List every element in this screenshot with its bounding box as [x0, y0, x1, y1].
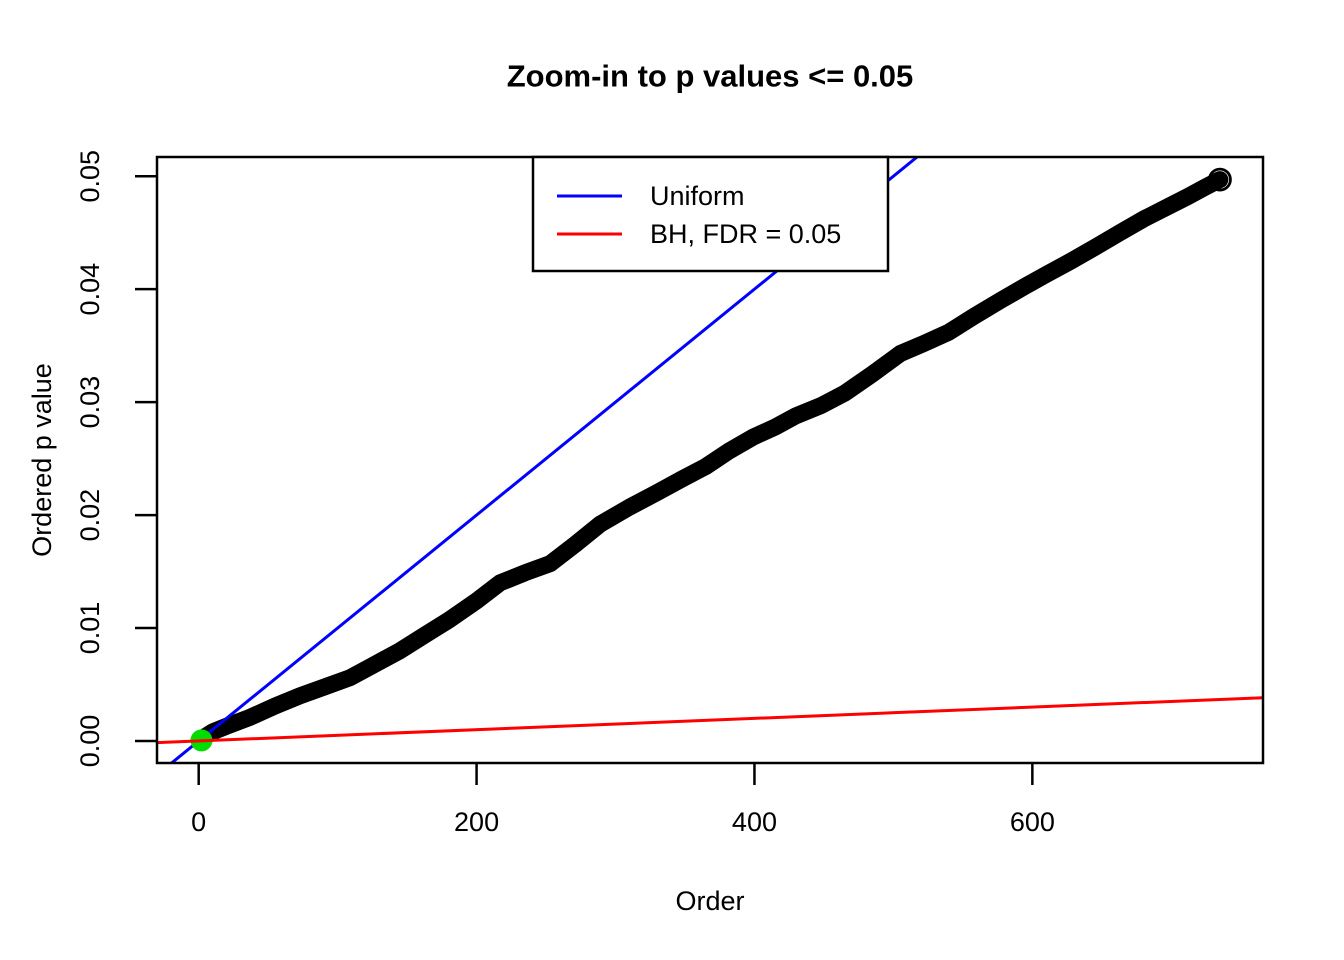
legend-box: [531, 155, 890, 273]
series-layer: [157, 157, 1263, 763]
x-tick-label: 0: [191, 807, 206, 837]
uniform-line: [169, 157, 920, 763]
bh-line: [157, 696, 1263, 745]
x-tick-label: 600: [1010, 807, 1055, 837]
y-tick-label: 0.03: [75, 376, 105, 429]
legend-label: BH, FDR = 0.05: [650, 219, 841, 249]
pvalue-curve: [191, 171, 1229, 749]
y-tick-label: 0.00: [75, 715, 105, 768]
x-tick-label: 400: [732, 807, 777, 837]
y-tick-label: 0.05: [75, 150, 105, 203]
x-axis-label: Order: [675, 886, 744, 916]
chart-title: Zoom-in to p values <= 0.05: [507, 59, 914, 94]
legend: Uniform BH, FDR = 0.05: [531, 155, 890, 273]
y-axis-label: Ordered p value: [27, 363, 57, 557]
y-tick-label: 0.04: [75, 263, 105, 316]
axes-layer: 0 200 400 600 0.00 0.01 0.02 0.03 0.04 0.05: [75, 150, 1265, 837]
y-tick-label: 0.01: [75, 602, 105, 655]
y-tick-label: 0.02: [75, 489, 105, 542]
legend-label: Uniform: [650, 181, 745, 211]
pvalue-last-point-ring: [1208, 167, 1232, 192]
x-tick-label: 200: [454, 807, 499, 837]
